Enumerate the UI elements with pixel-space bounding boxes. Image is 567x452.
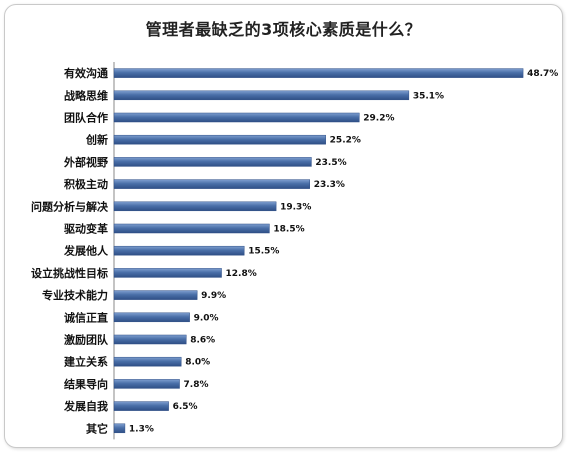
- value-label: 35.1%: [413, 91, 444, 101]
- bar: [113, 223, 270, 234]
- category-label: 驱动变革: [64, 222, 108, 236]
- value-label: 15.5%: [248, 247, 279, 257]
- category-label: 积极主动: [64, 177, 108, 191]
- value-label: 1.3%: [129, 424, 154, 434]
- chart-frame: [4, 4, 563, 448]
- bar: [113, 68, 524, 78]
- category-label: 团队合作: [64, 111, 108, 125]
- bar: [113, 290, 198, 300]
- category-label: 专业技术能力: [42, 288, 108, 302]
- value-label: 23.3%: [314, 180, 345, 190]
- bar: [113, 90, 410, 101]
- value-label: 7.8%: [184, 380, 209, 390]
- category-label: 发展他人: [63, 244, 109, 258]
- value-label: 8.0%: [185, 358, 210, 368]
- category-label: 结果导向: [63, 377, 108, 391]
- value-label: 6.5%: [173, 402, 198, 412]
- value-label: 29.2%: [363, 114, 394, 124]
- category-label: 发展自我: [63, 399, 108, 413]
- category-label: 诚信正直: [64, 310, 108, 324]
- bar: [113, 245, 245, 256]
- bar: [113, 112, 360, 123]
- bar: [113, 401, 169, 411]
- value-label: 9.0%: [194, 313, 219, 323]
- category-label: 建立关系: [64, 355, 108, 369]
- value-label: 12.8%: [226, 269, 257, 279]
- category-label: 设立挑战性目标: [31, 266, 108, 280]
- value-label: 48.7%: [527, 69, 558, 79]
- bar: [113, 201, 277, 212]
- category-label: 有效沟通: [64, 66, 108, 80]
- value-label: 25.2%: [330, 136, 361, 146]
- bar: [113, 356, 182, 367]
- value-label: 23.5%: [315, 158, 346, 168]
- category-label: 创新: [85, 133, 108, 147]
- bar: [113, 312, 190, 323]
- chart-title: 管理者最缺乏的3项核心素质是什么？: [145, 20, 422, 39]
- category-label: 问题分析与解决: [31, 199, 109, 213]
- category-label: 战略思维: [64, 88, 108, 102]
- value-label: 18.5%: [273, 225, 304, 235]
- bar: [113, 334, 187, 345]
- category-label: 激励团队: [64, 333, 109, 347]
- value-label: 19.3%: [280, 202, 311, 212]
- value-label: 8.6%: [190, 336, 215, 346]
- bar: [113, 379, 180, 389]
- bar: [113, 179, 310, 189]
- value-label: 9.9%: [201, 291, 226, 301]
- category-label: 其它: [86, 421, 108, 435]
- bar: [113, 134, 326, 145]
- bar: [113, 423, 126, 434]
- bar: [113, 268, 222, 278]
- category-label: 外部视野: [63, 155, 108, 169]
- bar: [113, 157, 312, 167]
